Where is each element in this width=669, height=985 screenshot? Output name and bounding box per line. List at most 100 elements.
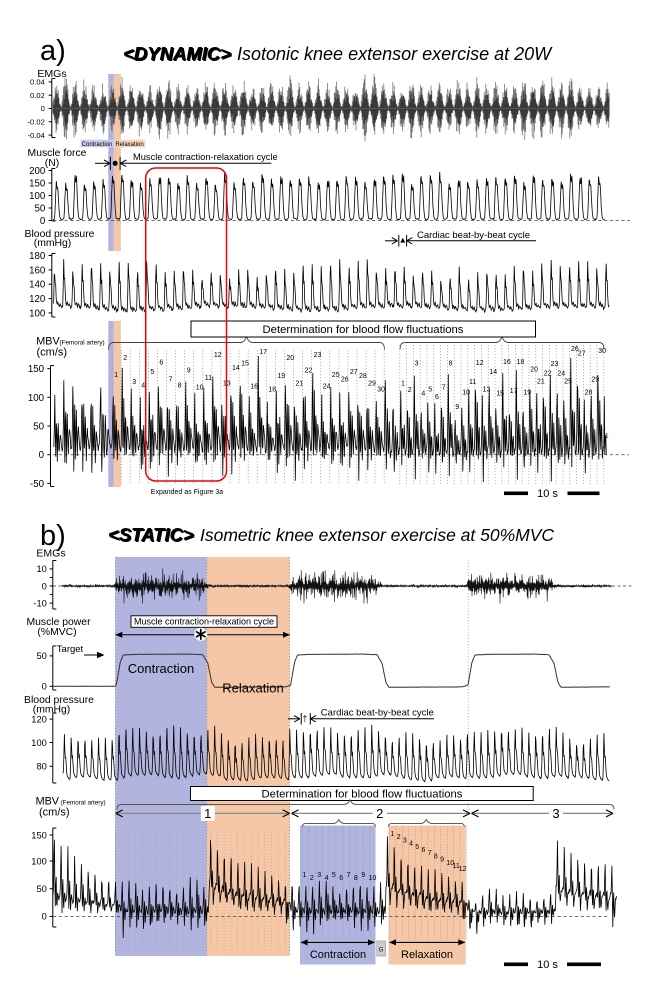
svg-text:Muscle power: Muscle power [26, 617, 91, 628]
svg-text:6: 6 [339, 875, 343, 882]
svg-text:12: 12 [459, 866, 467, 873]
svg-text:9: 9 [440, 857, 444, 864]
svg-text:28: 28 [585, 389, 593, 396]
svg-text:Cardiac beat-by-beat cycle: Cardiac beat-by-beat cycle [417, 230, 530, 241]
svg-text:10 s: 10 s [537, 488, 558, 500]
svg-text:19: 19 [523, 389, 531, 396]
svg-text:80: 80 [36, 762, 46, 772]
svg-text:<DYNAMIC>: <DYNAMIC> [124, 44, 232, 65]
svg-text:17: 17 [510, 388, 518, 395]
svg-text:1: 1 [303, 872, 307, 879]
svg-text:5: 5 [415, 844, 419, 851]
svg-text:(mmHg): (mmHg) [34, 238, 72, 249]
svg-text:Relaxation: Relaxation [115, 142, 143, 148]
svg-text:7: 7 [442, 385, 446, 392]
svg-text:9: 9 [361, 872, 365, 879]
svg-text:50: 50 [33, 421, 44, 432]
svg-text:(%MVC): (%MVC) [37, 627, 76, 638]
svg-text:120: 120 [31, 714, 47, 724]
svg-text:(Femoral artery): (Femoral artery) [60, 340, 105, 347]
svg-text:8: 8 [434, 853, 438, 860]
svg-text:b): b) [40, 520, 66, 552]
svg-text:9: 9 [187, 368, 191, 375]
svg-text:2: 2 [397, 834, 401, 841]
svg-text:180: 180 [29, 251, 46, 262]
svg-text:140: 140 [29, 280, 46, 291]
svg-text:14: 14 [232, 365, 240, 372]
svg-text:8: 8 [354, 875, 358, 882]
svg-text:G: G [379, 948, 384, 954]
svg-text:18: 18 [517, 359, 525, 366]
svg-text:30: 30 [377, 386, 385, 393]
svg-text:160: 160 [29, 265, 46, 276]
svg-text:50: 50 [36, 884, 46, 894]
svg-text:50: 50 [35, 203, 46, 214]
svg-text:3: 3 [552, 806, 559, 821]
svg-text:MBV: MBV [36, 796, 60, 808]
svg-text:7: 7 [347, 872, 351, 879]
svg-text:13: 13 [483, 386, 491, 393]
svg-text:Determination for blood flow f: Determination for blood flow fluctuation… [262, 788, 463, 800]
svg-text:0: 0 [42, 912, 47, 922]
svg-text:6: 6 [159, 360, 163, 367]
svg-text:16: 16 [250, 384, 258, 391]
svg-text:15: 15 [496, 390, 504, 397]
svg-text:30: 30 [598, 348, 606, 355]
svg-text:Cardiac beat-by-beat cycle: Cardiac beat-by-beat cycle [321, 708, 434, 719]
svg-text:Isotonic knee extensor exercis: Isotonic knee extensor exercise at 20W [237, 44, 553, 64]
svg-text:Contraction: Contraction [310, 949, 366, 961]
svg-text:5: 5 [150, 369, 154, 376]
svg-text:(Femoral artery): (Femoral artery) [61, 800, 106, 807]
svg-text:10: 10 [369, 875, 377, 882]
svg-text:Expanded as Figure 3a: Expanded as Figure 3a [151, 489, 223, 496]
svg-text:(cm/s): (cm/s) [37, 347, 68, 359]
svg-text:10: 10 [36, 564, 46, 574]
svg-text:100: 100 [31, 738, 47, 748]
svg-text:Muscle contraction-relaxation: Muscle contraction-relaxation cycle [134, 617, 274, 627]
svg-text:11: 11 [469, 379, 476, 386]
svg-text:150: 150 [31, 830, 47, 840]
svg-text:120: 120 [29, 294, 46, 305]
svg-text:27: 27 [350, 369, 358, 376]
svg-text:Isometric knee extensor exerci: Isometric knee extensor exercise at 50%M… [200, 525, 554, 545]
svg-text:2: 2 [310, 875, 314, 882]
svg-text:0: 0 [39, 450, 45, 461]
svg-text:15: 15 [241, 361, 249, 368]
svg-text:10: 10 [446, 860, 454, 867]
svg-text:21: 21 [296, 381, 304, 388]
svg-text:23: 23 [314, 352, 322, 359]
svg-text:<DYNAMIC>: <DYNAMIC> [123, 43, 231, 64]
svg-text:MBV: MBV [36, 336, 60, 348]
svg-text:150: 150 [28, 364, 45, 375]
svg-text:22: 22 [305, 368, 313, 375]
svg-text:Muscle contraction-relaxation: Muscle contraction-relaxation cycle [133, 152, 278, 162]
svg-text:Determination for blood flow f: Determination for blood flow fluctuation… [263, 324, 464, 336]
svg-text:100: 100 [31, 856, 47, 866]
svg-text:3: 3 [403, 837, 407, 844]
svg-text:<STATIC>: <STATIC> [108, 524, 194, 545]
svg-text:11: 11 [453, 863, 460, 870]
svg-text:50: 50 [36, 651, 46, 661]
svg-text:1: 1 [401, 381, 405, 388]
svg-text:Muscle force: Muscle force [28, 148, 87, 159]
svg-text:2: 2 [123, 355, 127, 362]
svg-text:Target: Target [57, 644, 84, 655]
svg-text:21: 21 [537, 378, 545, 385]
svg-text:0: 0 [41, 104, 45, 113]
svg-text:100: 100 [29, 191, 46, 202]
svg-text:6: 6 [435, 394, 439, 401]
svg-text:18: 18 [268, 386, 276, 393]
svg-text:20: 20 [286, 355, 294, 362]
svg-text:EMGs: EMGs [36, 548, 65, 560]
svg-text:17: 17 [259, 349, 267, 356]
svg-text:0: 0 [40, 216, 46, 227]
svg-text:2: 2 [376, 806, 383, 821]
svg-text:(cm/s): (cm/s) [39, 807, 70, 819]
svg-text:8: 8 [449, 361, 453, 368]
svg-text:1: 1 [204, 806, 211, 821]
svg-text:a): a) [40, 35, 66, 67]
svg-text:-50: -50 [30, 479, 45, 490]
svg-text:20: 20 [530, 366, 538, 373]
svg-text:19: 19 [277, 373, 285, 380]
svg-text:1: 1 [114, 372, 118, 379]
